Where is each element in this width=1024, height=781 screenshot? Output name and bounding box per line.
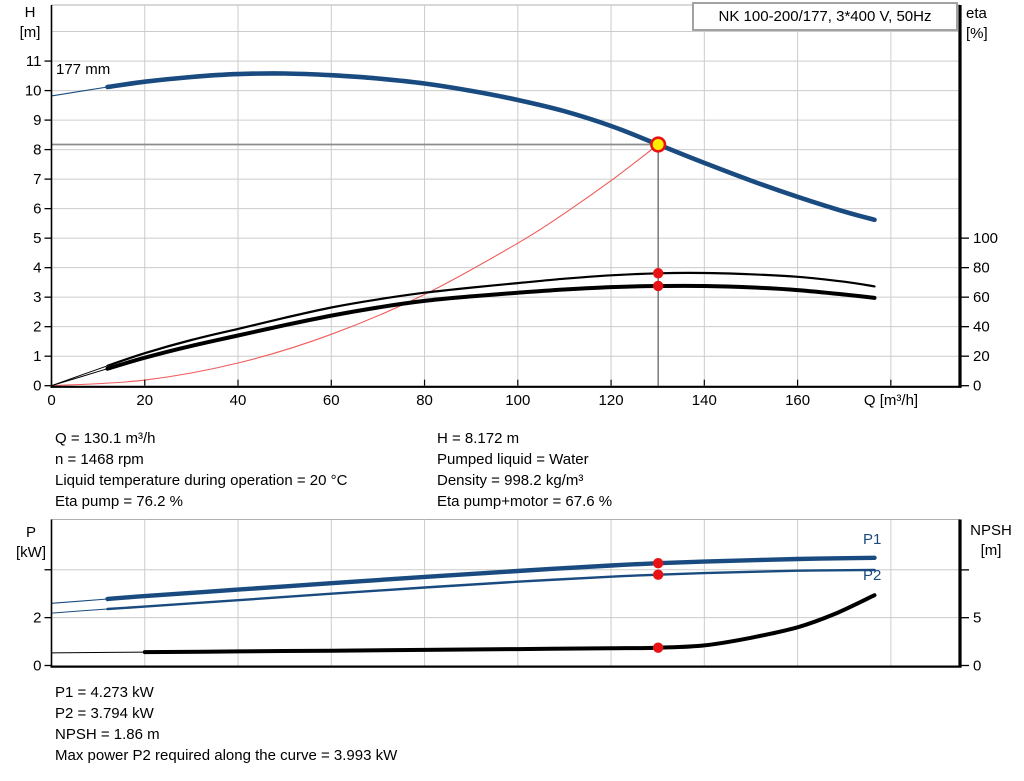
p2-curve-label: P2 — [863, 567, 882, 584]
duty-point-dot — [652, 268, 664, 279]
power-axis-label: P [kW] — [16, 524, 46, 561]
right-tick-label: 100 — [973, 230, 998, 247]
left-tick-label: 10 — [25, 83, 42, 100]
head-axis-label: H [m] — [19, 4, 41, 41]
right-tick-label: 60 — [973, 289, 990, 306]
info-line-density: Density = 998.2 kg/m³ — [437, 472, 584, 489]
right-tick-label: 40 — [973, 319, 990, 336]
x-tick-label: 80 — [416, 392, 433, 409]
p2-curve-bold — [106, 568, 876, 611]
flow-axis-label: Q [m³/h] — [863, 392, 919, 409]
eta-pump-curve — [51, 272, 875, 387]
x-tick-label: 0 — [47, 392, 55, 409]
left-tick-label: 5 — [33, 230, 41, 247]
duty-point-dot — [652, 642, 664, 653]
x-tick-label: 140 — [692, 392, 717, 409]
eta-axis-label: eta [%] — [966, 5, 988, 42]
x-tick-label: 160 — [785, 392, 810, 409]
head-curve-177mm-bold — [105, 71, 877, 223]
x-tick-label: 40 — [230, 392, 247, 409]
info-line-eta: Eta pump = 76.2 % — [55, 493, 183, 510]
right-tick-label: 20 — [973, 348, 990, 365]
eta-pump-motor-curve — [51, 285, 875, 387]
x-tick-label: 120 — [599, 392, 624, 409]
x-tick-label: 60 — [323, 392, 340, 409]
impeller-diameter-label: 177 mm — [56, 61, 111, 78]
info-line-p2: P2 = 3.794 kW — [55, 705, 154, 722]
left-tick-label: 2 — [33, 610, 41, 627]
right-tick-label: 5 — [973, 610, 981, 627]
x-tick-label: 100 — [505, 392, 530, 409]
duty-point-info-right: H = 8.172 m Pumped liquid = Water Densit… — [437, 428, 612, 512]
left-tick-label: 2 — [33, 319, 41, 336]
info-line-temp: Liquid temperature during operation = 20… — [55, 472, 348, 489]
duty-point-dot — [652, 558, 664, 569]
head-curve-177mm — [50, 72, 876, 221]
eta-pump-motor-curve-bold — [105, 283, 877, 371]
duty-point-dot — [652, 569, 664, 580]
left-tick-label: 8 — [33, 142, 41, 159]
left-tick-label: 11 — [26, 53, 42, 70]
eta-pump-curve-bold — [106, 271, 876, 367]
left-tick-label: 9 — [33, 112, 41, 129]
info-line-liquid: Pumped liquid = Water — [437, 451, 589, 468]
npsh-curve-bold — [142, 593, 877, 655]
left-tick-label: 0 — [33, 658, 41, 675]
duty-point-dot — [652, 280, 664, 292]
right-tick-label: 0 — [973, 658, 981, 675]
left-tick-label: 6 — [33, 201, 41, 218]
info-line-h: H = 8.172 m — [437, 430, 520, 447]
p1-curve-bold — [105, 555, 877, 602]
power-info-block: P1 = 4.273 kW P2 = 3.794 kW NPSH = 1.86 … — [55, 682, 397, 766]
left-tick-label: 3 — [33, 289, 41, 306]
pump-model-label: NK 100-200/177, 3*400 V, 50Hz — [692, 2, 958, 31]
npsh-axis-label: NPSH [m] — [970, 522, 1012, 559]
left-tick-label: 7 — [33, 171, 41, 188]
right-tick-label: 80 — [973, 260, 990, 277]
left-tick-label: 0 — [33, 378, 41, 395]
info-line-n: n = 1468 rpm — [55, 451, 144, 468]
right-tick-label: 0 — [973, 378, 981, 395]
p1-curve-label: P1 — [863, 531, 882, 548]
operating-point-marker — [650, 136, 667, 153]
p1-curve — [50, 557, 876, 604]
info-line-eta-pm: Eta pump+motor = 67.6 % — [437, 493, 613, 510]
info-line-q: Q = 130.1 m³/h — [55, 430, 156, 447]
info-line-p1: P1 = 4.273 kW — [55, 684, 154, 701]
info-line-npsh: NPSH = 1.86 m — [55, 726, 160, 743]
duty-point-info-left: Q = 130.1 m³/h n = 1468 rpm Liquid tempe… — [55, 428, 347, 512]
system-curve — [50, 143, 659, 387]
left-tick-label: 1 — [33, 348, 41, 365]
left-tick-label: 4 — [33, 260, 41, 277]
x-tick-label: 20 — [136, 392, 153, 409]
info-line-maxp2: Max power P2 required along the curve = … — [55, 747, 398, 764]
